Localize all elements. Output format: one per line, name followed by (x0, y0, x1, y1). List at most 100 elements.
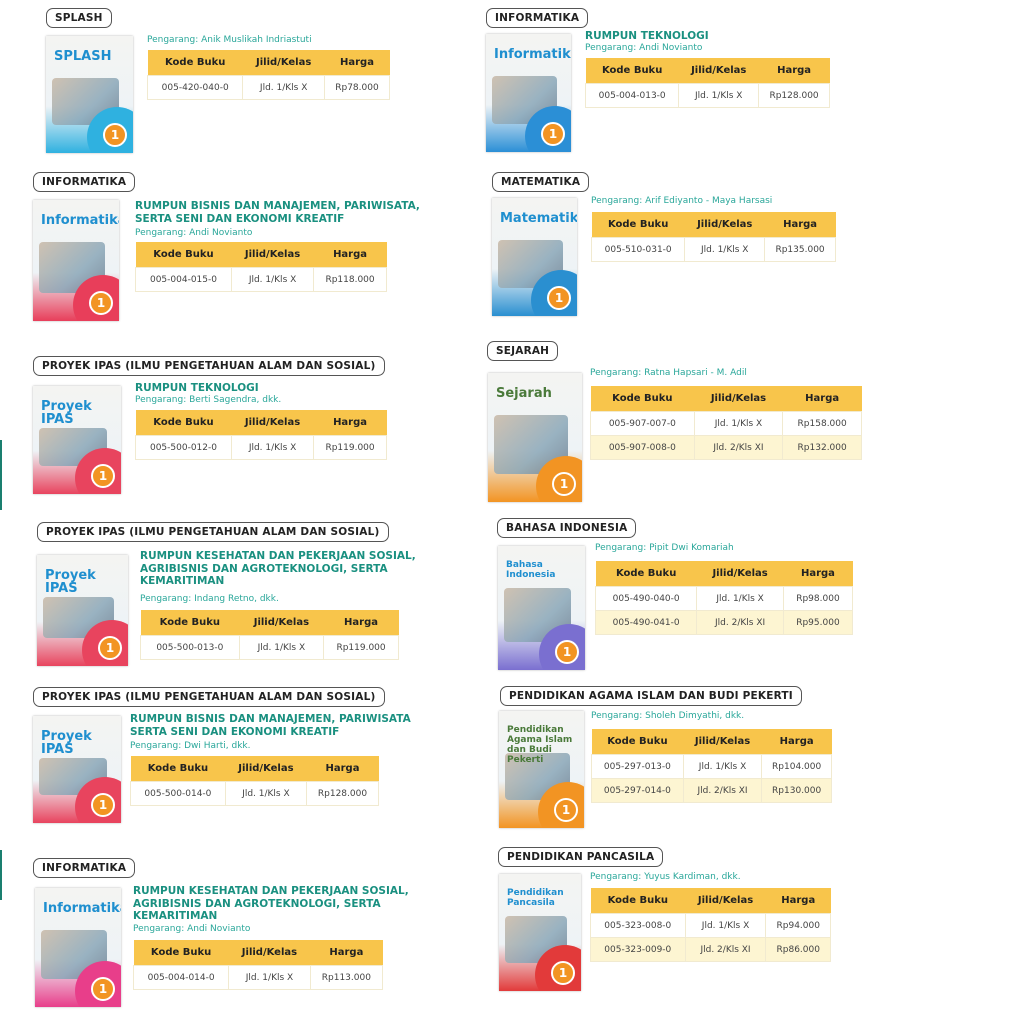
column-header-kode: Kode Buku (130, 756, 226, 782)
cell-harga: Rp98.000 (782, 586, 854, 611)
column-header-harga: Harga (758, 58, 830, 84)
author-text: Pengarang: Ratna Hapsari - M. Adil (590, 368, 747, 378)
book-cover-image[interactable]: Sejarah 1 (488, 373, 582, 502)
volume-badge: 1 (103, 123, 127, 147)
cover-title: Informatika (494, 47, 571, 62)
rumpun-text: RUMPUN KESEHATAN DAN PEKERJAAN SOSIAL, A… (133, 885, 409, 922)
book-cover-image[interactable]: Pendidikan Pancasila 1 (499, 874, 581, 991)
column-header-jilid: Jilid/Kelas (685, 888, 766, 914)
rumpun-text: RUMPUN BISNIS DAN MANAJEMEN, PARIWISATA,… (135, 200, 420, 225)
cell-jilid: Jld. 1/Kls X (696, 586, 784, 611)
column-header-jilid: Jilid/Kelas (225, 756, 307, 782)
book-table: Kode Buku Jilid/Kelas Harga 005-004-014-0 Jl… (132, 940, 384, 990)
column-header-jilid: Jilid/Kelas (242, 50, 325, 76)
book-table: Kode Buku Jilid/Kelas Harga 005-500-012-0 Jl… (135, 410, 387, 460)
book-cover-image[interactable]: Informatika 1 (35, 888, 121, 1007)
cell-harga: Rp132.000 (782, 435, 862, 460)
cell-harga: Rp78.000 (323, 75, 391, 100)
cell-kode: 005-323-009-0 (590, 937, 686, 962)
author-text: Pengarang: Anik Muslikah Indriastuti (147, 35, 312, 45)
table-row: 005-490-040-0 Jld. 1/Kls X Rp98.000 (594, 586, 854, 611)
cell-harga: Rp128.000 (758, 83, 830, 108)
author-text: Pengarang: Andi Novianto (133, 924, 251, 934)
cell-harga: Rp119.000 (313, 435, 387, 460)
volume-badge: 1 (555, 640, 579, 664)
author-text: Pengarang: Arif Ediyanto - Maya Harsasi (591, 196, 773, 206)
book-cover-image[interactable]: Informatika 1 (486, 34, 571, 152)
cell-jilid: Jld. 2/Kls XI (696, 610, 784, 635)
subject-label: INFORMATIKA (33, 858, 136, 878)
table-row: 005-500-012-0 Jld. 1/Kls X Rp119.000 (135, 435, 387, 460)
cell-jilid: Jld. 1/Kls X (242, 75, 325, 100)
rumpun-text: RUMPUN KESEHATAN DAN PEKERJAAN SOSIAL, A… (140, 550, 416, 587)
cell-jilid: Jld. 2/Kls XI (682, 778, 763, 803)
cell-harga: Rp119.000 (323, 635, 399, 660)
rumpun-title: RUMPUN KESEHATAN DAN PEKERJAAN SOSIAL, A… (140, 550, 416, 588)
table-header: Kode Buku Jilid/Kelas Harga (590, 386, 862, 412)
table-row: 005-004-014-0 Jld. 1/Kls X Rp113.000 (132, 965, 384, 990)
volume-badge: 1 (541, 122, 565, 146)
column-header-jilid: Jilid/Kelas (678, 58, 759, 84)
cell-kode: 005-500-014-0 (130, 781, 226, 806)
rumpun-title: RUMPUN KESEHATAN DAN PEKERJAAN SOSIAL, A… (133, 885, 409, 923)
cover-title: Pendidikan Pancasila (507, 888, 564, 908)
column-header-harga: Harga (306, 756, 379, 782)
column-header-harga: Harga (783, 561, 853, 587)
cell-kode: 005-004-015-0 (135, 267, 232, 292)
cell-jilid: Jld. 1/Kls X (230, 435, 315, 460)
table-row: 005-907-008-0 Jld. 2/Kls XI Rp132.000 (590, 435, 862, 460)
cell-jilid: Jld. 1/Kls X (230, 267, 315, 292)
table-header: Kode Buku Jilid/Kelas Harga (135, 242, 387, 268)
cell-kode: 005-004-013-0 (584, 83, 680, 108)
book-cover-image[interactable]: Proyek IPAS 1 (33, 716, 121, 823)
author-text: Pengarang: Dwi Harti, dkk. (130, 741, 251, 751)
rumpun-text: RUMPUN BISNIS DAN MANAJEMEN, PARIWISATA … (130, 713, 411, 738)
table-row: 005-510-031-0 Jld. 1/Kls X Rp135.000 (590, 237, 836, 262)
author-text: Pengarang: Andi Novianto (585, 43, 703, 53)
volume-badge: 1 (551, 961, 575, 985)
book-table: Kode Buku Jilid/Kelas Harga 005-004-013-0 Jl… (584, 58, 830, 108)
column-header-harga: Harga (764, 212, 836, 238)
table-row: 005-420-040-0 Jld. 1/Kls X Rp78.000 (146, 75, 391, 100)
cell-kode: 005-500-012-0 (135, 435, 232, 460)
column-header-jilid: Jilid/Kelas (696, 561, 784, 587)
table-row: 005-907-007-0 Jld. 1/Kls X Rp158.000 (590, 411, 862, 436)
book-cover-image[interactable]: Matematika 1 (492, 198, 577, 316)
cell-harga: Rp113.000 (309, 965, 384, 990)
column-header-kode: Kode Buku (147, 50, 243, 76)
author-text: Pengarang: Indang Retno, dkk. (140, 594, 279, 604)
subject-label: PROYEK IPAS (ILMU PENGETAHUAN ALAM DAN S… (33, 687, 385, 707)
book-table: Kode Buku Jilid/Kelas Harga 005-420-040-0 Jl… (146, 50, 391, 100)
book-cover-image[interactable]: Informatika 1 (33, 200, 119, 321)
cell-kode: 005-323-008-0 (590, 913, 686, 938)
book-cover-image[interactable]: SPLASH 1 (46, 36, 133, 153)
subject-label: BAHASA INDONESIA (497, 518, 637, 538)
column-header-kode: Kode Buku (590, 888, 686, 914)
book-cover-image[interactable]: Bahasa Indonesia 1 (498, 546, 585, 670)
cell-jilid: Jld. 1/Kls X (678, 83, 760, 108)
cell-kode: 005-490-040-0 (594, 586, 698, 611)
book-cover-image[interactable]: Proyek IPAS 1 (37, 555, 128, 666)
column-header-kode: Kode Buku (140, 610, 240, 636)
author-text: Pengarang: Pipit Dwi Komariah (595, 543, 734, 553)
column-header-kode: Kode Buku (133, 940, 229, 966)
book-table: Kode Buku Jilid/Kelas Harga 005-490-040-0 Jl… (594, 561, 854, 635)
volume-badge: 1 (89, 291, 113, 315)
table-header: Kode Buku Jilid/Kelas Harga (590, 888, 831, 914)
cell-harga: Rp128.000 (305, 781, 380, 806)
column-header-harga: Harga (310, 940, 383, 966)
subject-label: MATEMATIKA (492, 172, 590, 192)
table-row: 005-490-041-0 Jld. 2/Kls XI Rp95.000 (594, 610, 854, 635)
table-row: 005-500-013-0 Jld. 1/Kls X Rp119.000 (140, 635, 399, 660)
rumpun-title: RUMPUN BISNIS DAN MANAJEMEN, PARIWISATA … (130, 713, 411, 738)
cell-kode: 005-490-041-0 (594, 610, 698, 635)
table-row: 005-297-013-0 Jld. 1/Kls X Rp104.000 (591, 754, 832, 779)
book-cover-image[interactable]: Proyek IPAS 1 (33, 386, 121, 494)
table-header: Kode Buku Jilid/Kelas Harga (130, 756, 379, 782)
book-cover-image[interactable]: Pendidikan Agama Islam dan Budi Pekerti … (499, 711, 584, 828)
table-header: Kode Buku Jilid/Kelas Harga (585, 58, 830, 84)
page-edge (0, 850, 2, 900)
rumpun-title: RUMPUN BISNIS DAN MANAJEMEN, PARIWISATA,… (135, 200, 420, 225)
author-text: Pengarang: Andi Novianto (135, 228, 253, 238)
subject-label: SPLASH (46, 8, 112, 28)
